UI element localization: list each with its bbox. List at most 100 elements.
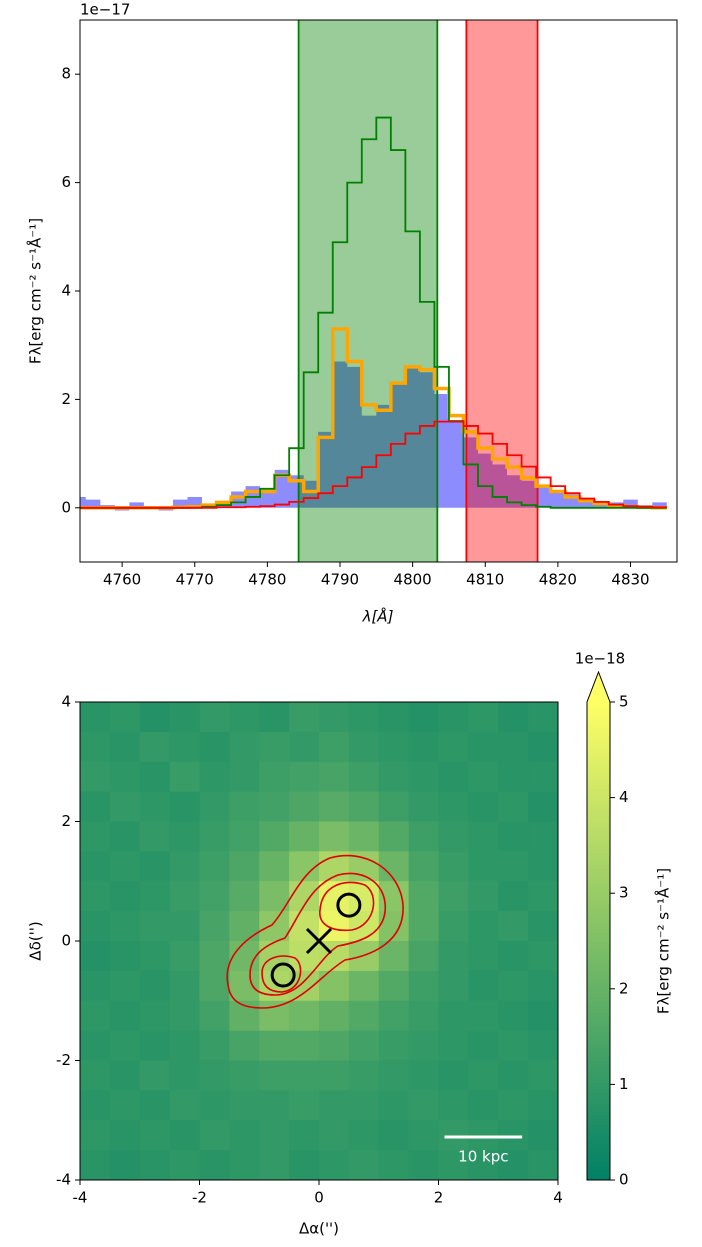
pixel bbox=[438, 791, 469, 822]
pixel bbox=[348, 702, 380, 733]
pixel bbox=[408, 1000, 439, 1032]
pixel bbox=[468, 851, 499, 882]
pixel bbox=[468, 1060, 499, 1091]
pixel bbox=[80, 791, 111, 822]
pixel bbox=[169, 702, 200, 733]
pixel bbox=[468, 941, 499, 972]
x-tick-label: 4760 bbox=[103, 571, 141, 589]
pixel bbox=[528, 1150, 558, 1180]
pixel bbox=[259, 1060, 290, 1091]
x-tick-label: 4790 bbox=[321, 571, 359, 589]
pixel bbox=[199, 881, 230, 912]
pixel bbox=[528, 731, 558, 763]
pixel bbox=[438, 1120, 469, 1151]
pixel bbox=[109, 911, 141, 942]
pixel bbox=[408, 911, 439, 942]
pixel bbox=[468, 1090, 499, 1121]
pixel bbox=[348, 1000, 380, 1032]
pixel bbox=[169, 761, 200, 793]
marker-circle bbox=[336, 892, 362, 918]
pixel bbox=[289, 791, 320, 822]
pixel bbox=[139, 970, 171, 1002]
x-tick-label: 4770 bbox=[176, 571, 214, 589]
pixel bbox=[438, 1030, 469, 1061]
pixel bbox=[259, 731, 290, 763]
pixel bbox=[438, 1150, 469, 1180]
pixel bbox=[348, 731, 380, 763]
pixel bbox=[468, 731, 499, 763]
pixel bbox=[259, 1000, 290, 1032]
pixel bbox=[229, 761, 260, 793]
pixel bbox=[498, 731, 529, 763]
pixel bbox=[80, 1150, 111, 1180]
pixel bbox=[468, 911, 499, 942]
x-tick-label: 4810 bbox=[466, 571, 504, 589]
pixel bbox=[528, 1060, 558, 1091]
x-axis-label: λ[Å] bbox=[362, 607, 394, 626]
pixel bbox=[229, 970, 260, 1002]
pixel bbox=[378, 1000, 410, 1032]
pixel bbox=[139, 1090, 171, 1121]
pixel bbox=[139, 702, 171, 733]
pixel bbox=[408, 881, 439, 912]
pixel bbox=[169, 1000, 200, 1032]
pixel bbox=[289, 1000, 320, 1032]
map-panel: 10 kpc Δα('') Δδ('') 1e−18 Fλ[erg cm⁻² s… bbox=[27, 650, 673, 1238]
x-tick-label: 0 bbox=[314, 1189, 324, 1207]
pixel bbox=[319, 702, 350, 733]
pixel bbox=[199, 761, 230, 793]
colorbar-offset-text: 1e−18 bbox=[575, 650, 625, 668]
pixel bbox=[289, 821, 320, 852]
pixel bbox=[109, 821, 141, 852]
pixel bbox=[289, 881, 320, 912]
pixel bbox=[348, 970, 380, 1002]
pixel bbox=[378, 761, 410, 793]
pixel bbox=[229, 1120, 260, 1151]
pixel bbox=[199, 970, 230, 1002]
pixel bbox=[528, 881, 558, 912]
pixel bbox=[169, 821, 200, 852]
step-line bbox=[80, 327, 667, 510]
pixel bbox=[438, 851, 469, 882]
pixel bbox=[498, 761, 529, 793]
pixel bbox=[109, 1000, 141, 1032]
pixel bbox=[109, 731, 141, 763]
pixel bbox=[289, 761, 320, 793]
pixel bbox=[80, 1090, 111, 1121]
pixel bbox=[438, 941, 469, 972]
pixel bbox=[408, 1120, 439, 1151]
pixel bbox=[169, 911, 200, 942]
y-axis-label: Fλ[erg cm⁻² s⁻¹Å⁻¹] bbox=[26, 218, 45, 364]
pixel bbox=[289, 1120, 320, 1151]
pixel bbox=[378, 731, 410, 763]
contour bbox=[249, 872, 386, 996]
pixel bbox=[139, 821, 171, 852]
colorbar-tick-label: 2 bbox=[619, 979, 629, 997]
x-tick-label: 4820 bbox=[539, 571, 577, 589]
pixel bbox=[378, 1090, 410, 1121]
pixel bbox=[259, 1150, 290, 1180]
pixel bbox=[199, 731, 230, 763]
pixel bbox=[319, 970, 350, 1002]
pixel bbox=[348, 1060, 380, 1091]
pixel bbox=[169, 941, 200, 972]
pixel bbox=[229, 851, 260, 882]
pixel bbox=[408, 821, 439, 852]
pixel bbox=[229, 1060, 260, 1091]
pixel bbox=[378, 1060, 410, 1091]
pixel bbox=[498, 1060, 529, 1091]
pixel bbox=[468, 702, 499, 733]
pixel bbox=[169, 1030, 200, 1061]
pixel bbox=[169, 970, 200, 1002]
pixel bbox=[408, 1030, 439, 1061]
pixel bbox=[80, 761, 111, 793]
pixel bbox=[80, 1000, 111, 1032]
pixel bbox=[498, 970, 529, 1002]
pixel bbox=[468, 1120, 499, 1151]
colorbar-tick-label: 1 bbox=[619, 1075, 629, 1093]
pixel bbox=[80, 702, 111, 733]
y-tick-label: 4 bbox=[61, 693, 71, 711]
pixel bbox=[498, 851, 529, 882]
contour bbox=[226, 854, 404, 1009]
